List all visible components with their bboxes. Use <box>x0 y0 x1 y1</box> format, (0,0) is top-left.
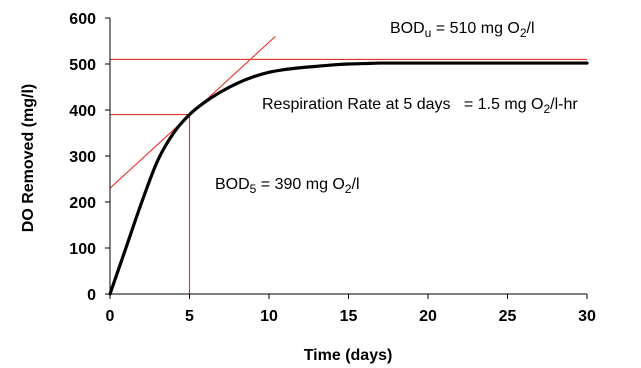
x-tick-label: 5 <box>185 308 194 325</box>
x-tick-label: 25 <box>499 308 517 325</box>
x-tick-label: 15 <box>340 308 358 325</box>
y-tick-label: 300 <box>69 149 96 166</box>
annotation-bod5: BOD5 = 390 mg O2/l <box>215 176 360 196</box>
y-axis-title: DO Removed (mg/l) <box>20 84 37 232</box>
x-tick-label: 10 <box>260 308 278 325</box>
reference-lines <box>110 36 587 294</box>
x-tick-label: 0 <box>106 308 115 325</box>
ticks: 0 100 200 300 400 500 600 0 5 10 15 20 25 30 <box>69 11 596 325</box>
y-tick-label: 200 <box>69 195 96 212</box>
y-tick-label: 0 <box>87 287 96 304</box>
y-tick-label: 100 <box>69 241 96 258</box>
y-tick-label: 500 <box>69 57 96 74</box>
x-axis-title: Time (days) <box>304 347 393 364</box>
y-tick-label: 600 <box>69 11 96 28</box>
x-tick-label: 30 <box>578 308 596 325</box>
y-tick-label: 400 <box>69 103 96 120</box>
x-tick-label: 20 <box>419 308 437 325</box>
annotation-respiration-rate: Respiration Rate at 5 days = 1.5 mg O2/l… <box>262 96 578 116</box>
annotation-bodu: BODu = 510 mg O2/l <box>390 20 535 40</box>
